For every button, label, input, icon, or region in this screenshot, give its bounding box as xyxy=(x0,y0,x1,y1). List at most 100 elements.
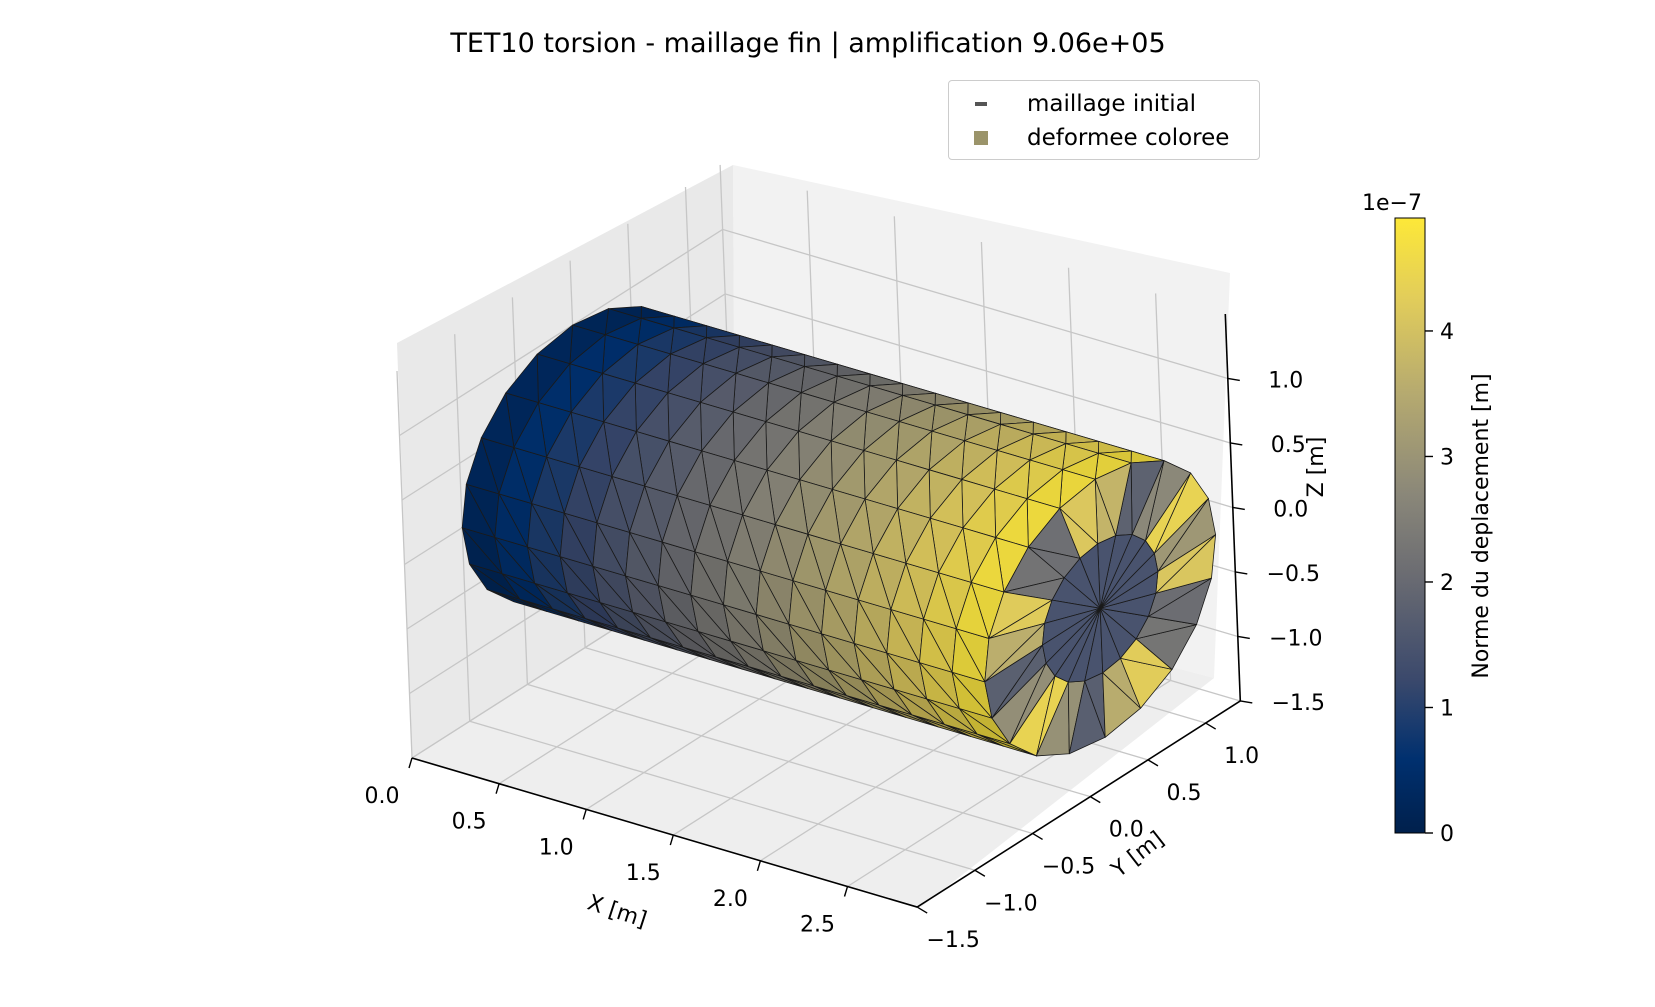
mesh-face xyxy=(527,546,568,594)
x-axis-line xyxy=(411,757,918,908)
mesh-face xyxy=(694,504,729,562)
mesh-face xyxy=(501,573,553,610)
mesh-face xyxy=(650,637,711,660)
colorbar-gradient xyxy=(1394,217,1426,834)
mesh-face xyxy=(513,402,548,458)
colorbar-multiplier: 1e−7 xyxy=(1362,191,1422,216)
mesh-face xyxy=(742,469,776,525)
mesh-face xyxy=(723,604,764,652)
mesh-face xyxy=(938,527,972,583)
x-tick-mark xyxy=(843,886,849,897)
mesh-face xyxy=(780,675,841,699)
mesh-face xyxy=(853,599,888,654)
mesh-face xyxy=(676,450,711,506)
z-tick-mark xyxy=(1230,442,1243,446)
y-tick-label: 0.0 xyxy=(1109,818,1144,843)
mesh-face xyxy=(611,431,646,487)
mesh-face xyxy=(762,650,815,687)
z-tick-label: 0.5 xyxy=(1271,433,1306,458)
mesh-face xyxy=(690,594,732,642)
mesh-face xyxy=(821,633,862,681)
y-tick-mark xyxy=(974,869,986,877)
x-tick-label: 2.5 xyxy=(800,913,835,938)
mesh-face xyxy=(951,628,986,683)
legend-entry-initial: maillage initial xyxy=(969,89,1196,119)
mesh-face xyxy=(596,475,631,533)
end-cap-face xyxy=(1099,571,1159,609)
mesh-face xyxy=(661,495,696,553)
y-axis-line xyxy=(916,700,1241,908)
mesh-face xyxy=(559,512,594,567)
mesh-face xyxy=(860,679,913,716)
legend-patch-swatch xyxy=(974,131,988,145)
mesh-face xyxy=(527,503,561,558)
grid-lines xyxy=(396,164,1241,908)
y-tick-mark xyxy=(1205,722,1217,730)
mesh-face xyxy=(709,460,744,516)
mesh-face xyxy=(697,631,749,667)
mesh-face xyxy=(461,527,503,574)
mesh-face xyxy=(498,447,533,504)
x-tick-label: 0.0 xyxy=(365,784,400,809)
colorbar-tick-label: 1 xyxy=(1440,696,1454,721)
mesh-face xyxy=(944,723,1005,747)
colorbar-tick-label: 2 xyxy=(1440,571,1454,596)
mesh-face xyxy=(755,570,790,625)
deformed-mesh xyxy=(461,306,1216,757)
x-ticks: 0.0 0.5 1.0 1.5 2.0 2.5 xyxy=(365,757,849,938)
x-tick-mark xyxy=(756,860,762,872)
mesh-face xyxy=(566,592,619,629)
mesh-face xyxy=(958,708,1011,745)
mesh-face xyxy=(727,514,761,572)
colorbar-tick-label: 3 xyxy=(1440,445,1454,470)
z-tick-label: −1.0 xyxy=(1269,626,1322,651)
mesh-face xyxy=(788,623,830,671)
mesh-face xyxy=(911,714,972,738)
x-axis-label: X [m] xyxy=(584,891,649,934)
mesh-face xyxy=(546,411,580,468)
z-tick-label: 0.0 xyxy=(1273,497,1308,522)
mesh-face xyxy=(480,392,515,448)
mesh-face xyxy=(828,669,880,706)
z-axis-line xyxy=(1224,313,1242,702)
y-tick-label: 1.0 xyxy=(1224,744,1259,769)
mesh-face xyxy=(559,556,601,603)
mesh-face xyxy=(599,602,651,639)
z-tick-mark xyxy=(1237,635,1250,640)
y-tick-mark xyxy=(916,906,928,914)
mesh-face xyxy=(886,609,920,664)
mesh-face xyxy=(807,488,841,545)
legend-label-initial: maillage initial xyxy=(1027,91,1197,117)
mesh-face xyxy=(857,553,892,610)
y-tick-mark xyxy=(1089,796,1101,804)
colorbar-label: Norme du deplacement [m] xyxy=(1469,373,1494,678)
x-tick-label: 0.5 xyxy=(452,810,487,835)
mesh-face xyxy=(919,618,953,673)
mesh-face xyxy=(682,646,743,670)
mesh-face xyxy=(531,456,565,514)
mesh-face xyxy=(878,704,939,728)
mesh-face xyxy=(919,662,960,709)
y-ticks: −1.5−1.0−0.5 0.0 0.5 1.0 xyxy=(916,722,1259,953)
mesh-face xyxy=(955,581,990,639)
mesh-face xyxy=(657,585,699,632)
mesh-face xyxy=(494,493,528,548)
mesh-face xyxy=(923,572,957,630)
z-ticks: −1.5 −1.0 −0.5 0.0 0.5 1.0 xyxy=(1227,368,1325,716)
legend: maillage initial deformee coloree xyxy=(948,80,1260,160)
z-tick-mark xyxy=(1235,571,1248,575)
mesh-face xyxy=(926,698,978,735)
legend-line-swatch xyxy=(975,102,987,106)
mesh-face xyxy=(715,656,776,680)
legend-label-deformed: deformee coloree xyxy=(1027,125,1230,151)
x-tick-mark xyxy=(582,809,587,820)
mesh-face xyxy=(840,498,874,554)
grid-line-z xyxy=(399,228,1228,437)
x-tick-label: 1.0 xyxy=(539,835,574,860)
z-tick-mark xyxy=(1227,377,1240,382)
mesh-face xyxy=(592,565,634,613)
x-tick-mark xyxy=(495,783,500,794)
mesh-face xyxy=(519,598,580,622)
mesh-face xyxy=(774,479,809,535)
mesh-face xyxy=(886,652,928,700)
